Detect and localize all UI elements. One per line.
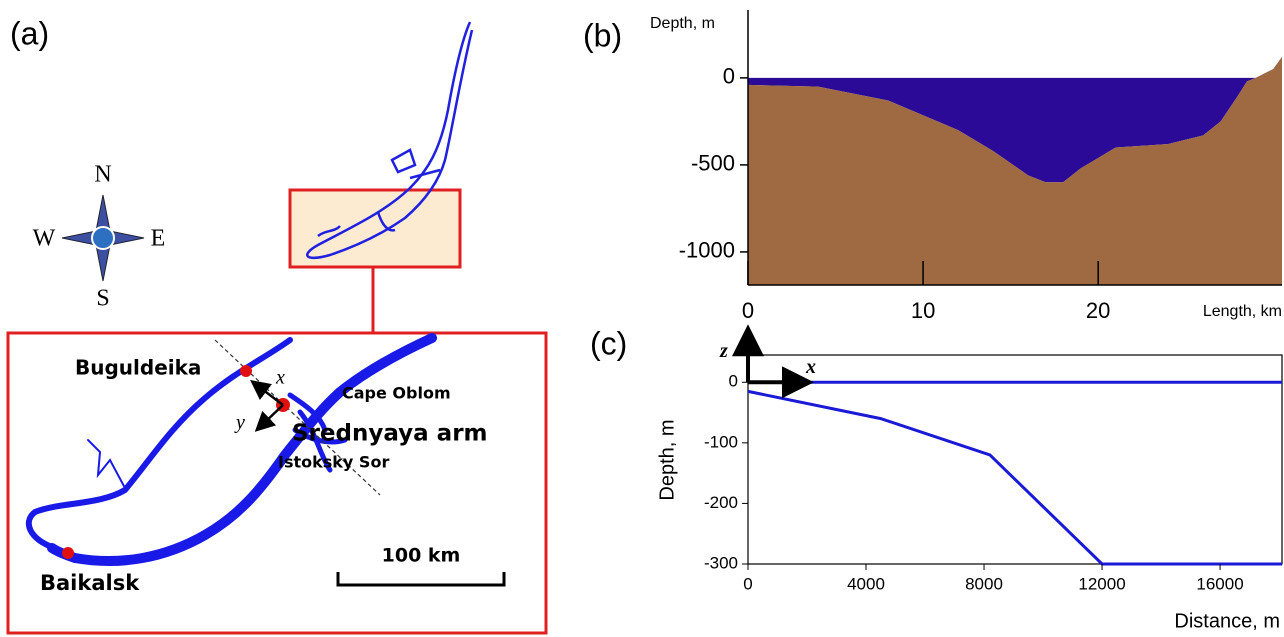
compass-label: W: [33, 226, 56, 252]
place-label: Cape Oblom: [342, 384, 451, 403]
place-label: Istoksky Sor: [278, 453, 389, 472]
figure: (a) N E S W x: [0, 0, 1284, 637]
x-tick-label: 10: [911, 298, 935, 323]
compass-label: E: [151, 226, 166, 252]
annotation: x: [805, 356, 816, 378]
y-tick-label: -300: [704, 553, 738, 572]
y-tick-label: -1000: [679, 238, 735, 263]
y-tick-label: -200: [704, 493, 738, 512]
scale-label: 100 km: [382, 545, 461, 567]
panel-label: (a): [10, 15, 49, 51]
compass: N E S W: [33, 162, 166, 312]
compass-label: N: [94, 162, 111, 188]
panel-label: (b): [583, 17, 622, 53]
x-axis-label: Length, km: [1203, 303, 1282, 320]
series-line: [748, 391, 1282, 564]
site-marker: [240, 365, 252, 377]
page: {"map": {"panel_label": "(a)", "compass"…: [0, 0, 1284, 637]
inset-box: [290, 190, 460, 267]
y-tick-label: 0: [723, 64, 735, 89]
place-label: Srednyaya arm: [292, 421, 488, 447]
panel-label: (c): [590, 325, 627, 361]
site-marker: [62, 547, 74, 559]
compass-label: S: [96, 286, 109, 312]
y-tick-label: -100: [704, 432, 738, 451]
axis-label: y: [234, 412, 245, 434]
place-label: Buguldeika: [75, 356, 201, 380]
y-axis-label: Depth, m: [656, 419, 678, 500]
y-tick-label: 0: [729, 372, 738, 391]
x-tick-label: 0: [742, 298, 754, 323]
plot-frame: [748, 355, 1282, 564]
y-tick-label: -500: [691, 151, 735, 176]
x-tick-label: 0: [743, 574, 752, 593]
x-tick-label: 12000: [1078, 574, 1125, 593]
map-panel: (a) N E S W x: [8, 15, 546, 633]
x-axis-label: Distance, m: [1174, 610, 1280, 632]
axis-label: x: [275, 367, 285, 389]
x-tick-label: 8000: [965, 574, 1003, 593]
x-tick-label: 16000: [1196, 574, 1243, 593]
annotation: z: [719, 340, 728, 362]
x-tick-label: 20: [1086, 298, 1110, 323]
x-tick-label: 4000: [847, 574, 885, 593]
y-axis-label: Depth, m: [650, 15, 715, 32]
place-label: Baikalsk: [40, 571, 140, 595]
